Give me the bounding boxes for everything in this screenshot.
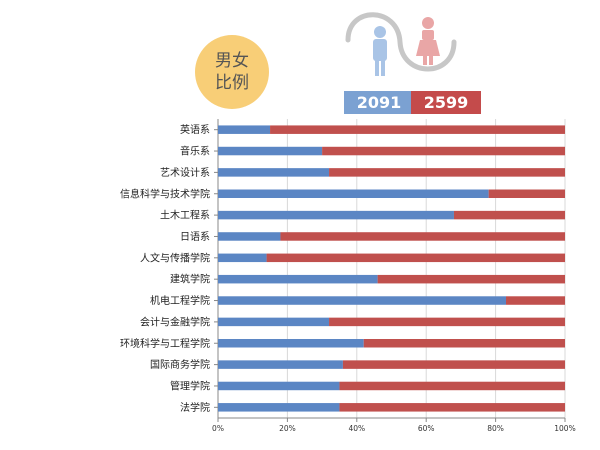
x-tick-label: 20% (279, 424, 296, 433)
category-label: 国际商务学院 (150, 358, 210, 371)
x-tick-label: 80% (487, 424, 504, 433)
category-label: 环境科学与工程学院 (120, 337, 210, 350)
female-count: 2599 (423, 93, 469, 112)
bar-female (280, 232, 565, 241)
x-tick-label: 0% (212, 424, 224, 433)
bar-male (218, 146, 323, 156)
bar-male (218, 339, 364, 348)
bar-male (218, 403, 340, 412)
bar-male (218, 210, 454, 220)
gender-ratio-badge: 男女 比例 (195, 35, 269, 109)
male-count-box: 2091 (344, 91, 414, 114)
category-label: 人文与传播学院 (140, 251, 210, 264)
bar-male (218, 232, 281, 241)
bar-female (329, 168, 565, 177)
category-label: 会计与金融学院 (140, 315, 210, 328)
bar-female (339, 381, 565, 391)
bar-female (488, 189, 565, 198)
category-label: 机电工程学院 (150, 294, 210, 307)
x-tick-label: 100% (554, 424, 575, 433)
x-tick-label: 60% (418, 424, 435, 433)
bar-female (266, 253, 565, 263)
category-label: 土木工程系 (160, 209, 210, 222)
female-person-icon (416, 17, 440, 65)
bar-female (270, 125, 565, 134)
badge-line-2: 比例 (215, 73, 249, 93)
badge-line-1: 男女 (215, 51, 249, 71)
category-label: 信息科学与技术学院 (120, 187, 210, 200)
bar-female (363, 339, 565, 348)
bar-female (339, 403, 565, 412)
bar-male (218, 360, 343, 369)
male-person-icon (373, 26, 387, 76)
wave-connector (345, 12, 457, 72)
category-label: 管理学院 (170, 379, 210, 392)
bar-female (322, 146, 565, 156)
bar-male (218, 189, 489, 198)
category-label: 音乐系 (180, 145, 210, 158)
bar-male (218, 296, 507, 305)
bar-male (218, 274, 378, 284)
category-label: 艺术设计系 (160, 166, 210, 179)
category-label: 日语系 (180, 231, 210, 243)
category-label: 英语系 (180, 123, 210, 136)
male-count: 2091 (356, 93, 402, 112)
female-count-box: 2599 (411, 91, 481, 114)
bar-male (218, 381, 340, 391)
bar-female (453, 210, 565, 220)
bar-male (218, 253, 267, 263)
bar-male (218, 168, 330, 177)
category-label: 建筑学院 (170, 273, 210, 286)
bar-female (329, 317, 565, 327)
bar-female (377, 274, 565, 284)
category-label: 法学院 (180, 401, 210, 414)
bar-male (218, 125, 271, 134)
bar-male (218, 317, 330, 327)
x-tick-label: 40% (348, 424, 365, 433)
bar-female (506, 296, 565, 305)
gender-icons (345, 12, 457, 76)
bar-female (342, 360, 565, 369)
